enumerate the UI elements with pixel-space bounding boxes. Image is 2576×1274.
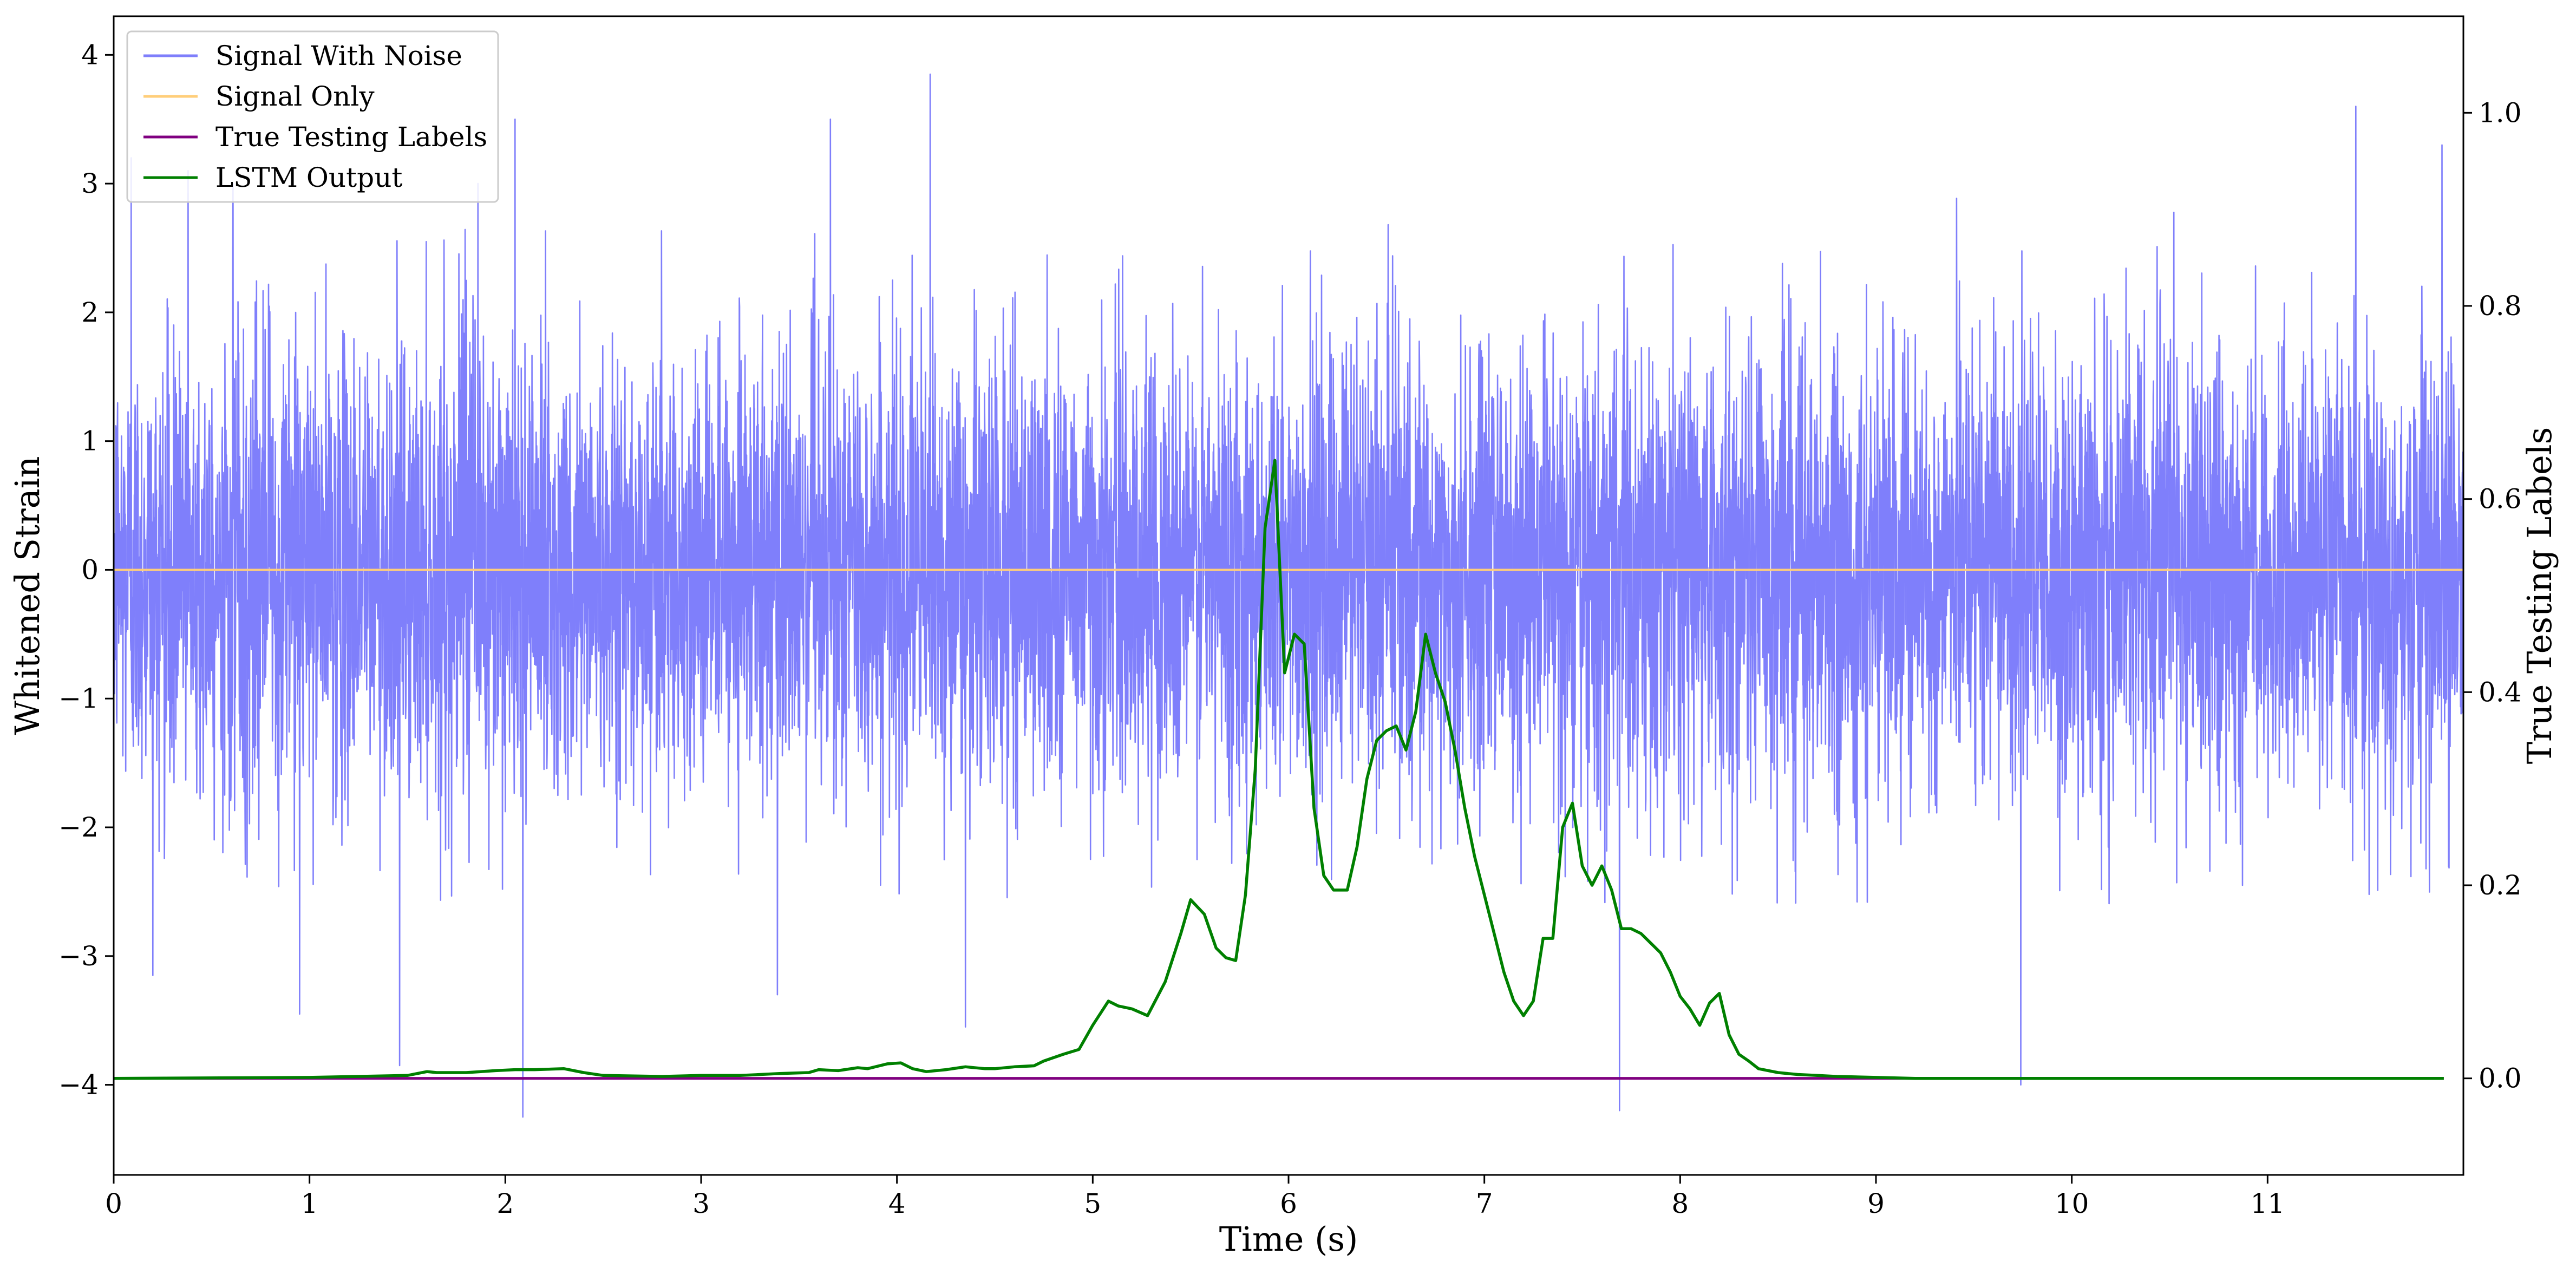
- y-left-tick-label: −2: [58, 812, 99, 843]
- y-right-tick-label: 0.8: [2479, 290, 2522, 322]
- legend-label-signal-with-noise: Signal With Noise: [215, 40, 462, 71]
- series-signal-with-noise: [114, 73, 2463, 1118]
- x-tick-label: 3: [692, 1188, 710, 1219]
- y-left-tick-label: 2: [81, 297, 99, 328]
- x-tick-label: 0: [105, 1188, 122, 1219]
- y-right-tick-label: 0.4: [2479, 676, 2522, 708]
- legend-label-true-testing-labels: True Testing Labels: [215, 121, 487, 153]
- y-right-tick-label: 0.2: [2479, 870, 2522, 901]
- y-axis-left-title: Whitened Strain: [8, 456, 47, 735]
- y-right-tick-label: 1.0: [2479, 97, 2522, 128]
- x-tick-label: 2: [496, 1188, 514, 1219]
- legend-label-lstm-output: LSTM Output: [215, 162, 402, 193]
- x-tick-label: 8: [1671, 1188, 1689, 1219]
- x-tick-label: 1: [301, 1188, 318, 1219]
- y-right-tick-label: 0.6: [2479, 484, 2522, 515]
- y-left-tick-label: 4: [81, 39, 99, 70]
- legend: Signal With Noise Signal Only True Testi…: [126, 30, 499, 203]
- y-left-tick-label: 0: [81, 554, 99, 585]
- x-tick-label: 9: [1867, 1188, 1885, 1219]
- y-left-tick-label: 3: [81, 168, 99, 199]
- legend-label-signal-only: Signal Only: [215, 81, 375, 112]
- legend-box: [126, 30, 499, 203]
- y-left-tick-label: −3: [58, 940, 99, 972]
- x-tick-label: 5: [1084, 1188, 1101, 1219]
- y-axis-right-title: True Testing Labels: [2520, 427, 2559, 765]
- x-tick-label: 4: [888, 1188, 906, 1219]
- series-lstm-output: [114, 459, 2444, 1080]
- y-left-tick-label: −4: [58, 1069, 99, 1101]
- x-tick-label: 11: [2251, 1188, 2285, 1219]
- x-axis: 0 1 2 3 4 5 6 7 8 9 10 11: [105, 1175, 2285, 1219]
- x-tick-label: 6: [1280, 1188, 1297, 1219]
- x-tick-label: 10: [2055, 1188, 2089, 1219]
- y-axis-right: 0.0 0.2 0.4 0.6 0.8 1.0: [2463, 97, 2522, 1094]
- y-left-tick-label: 1: [81, 426, 99, 457]
- x-tick-label: 7: [1476, 1188, 1493, 1219]
- y-axis-left: −4 −3 −2 −1 0 1 2 3 4: [58, 39, 114, 1101]
- x-axis-title: Time (s): [1219, 1219, 1358, 1259]
- series-layer: [114, 73, 2463, 1118]
- y-right-tick-label: 0.0: [2479, 1063, 2522, 1094]
- y-left-tick-label: −1: [58, 683, 99, 714]
